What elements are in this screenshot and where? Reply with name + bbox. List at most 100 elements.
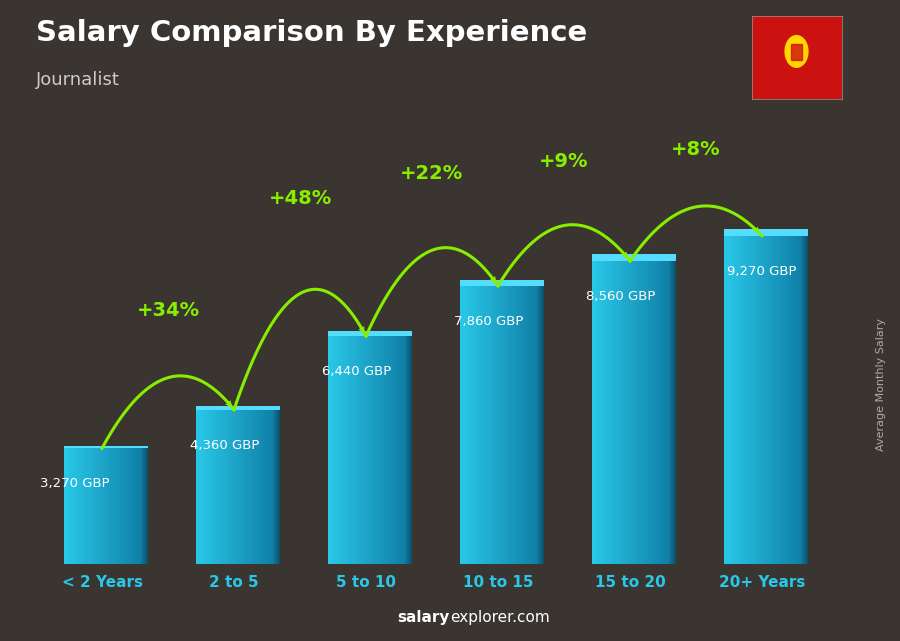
Bar bbox=[640, 261, 642, 564]
Bar bbox=[498, 286, 500, 564]
Bar bbox=[489, 286, 491, 564]
Text: +9%: +9% bbox=[539, 153, 589, 171]
Bar bbox=[198, 410, 200, 564]
Bar bbox=[122, 448, 124, 564]
Bar bbox=[788, 236, 789, 564]
Bar bbox=[657, 261, 658, 564]
Bar bbox=[758, 236, 760, 564]
Bar bbox=[375, 336, 376, 564]
Bar bbox=[725, 236, 726, 564]
Bar bbox=[117, 448, 119, 564]
Bar bbox=[663, 261, 665, 564]
Bar bbox=[625, 261, 626, 564]
Bar bbox=[249, 410, 251, 564]
Text: +34%: +34% bbox=[137, 301, 200, 320]
Bar bbox=[270, 410, 271, 564]
Bar bbox=[250, 410, 252, 564]
Bar bbox=[364, 336, 365, 564]
Bar bbox=[400, 336, 402, 564]
Bar bbox=[256, 410, 257, 564]
Bar bbox=[220, 410, 221, 564]
Bar bbox=[524, 286, 525, 564]
Bar bbox=[215, 410, 216, 564]
Bar bbox=[605, 261, 606, 564]
Bar bbox=[666, 261, 667, 564]
Bar bbox=[766, 236, 768, 564]
Bar bbox=[631, 261, 633, 564]
Bar bbox=[478, 286, 479, 564]
Bar bbox=[209, 410, 210, 564]
Bar bbox=[102, 448, 104, 564]
Bar bbox=[787, 236, 788, 564]
Bar bbox=[724, 229, 808, 236]
Bar bbox=[753, 236, 754, 564]
Bar bbox=[97, 448, 98, 564]
Bar bbox=[203, 410, 205, 564]
Bar bbox=[519, 286, 521, 564]
Circle shape bbox=[785, 36, 808, 67]
Bar bbox=[473, 286, 475, 564]
Bar bbox=[111, 448, 112, 564]
Bar bbox=[756, 236, 757, 564]
Bar bbox=[611, 261, 612, 564]
Bar bbox=[591, 254, 676, 261]
Bar bbox=[204, 410, 206, 564]
Bar bbox=[522, 286, 524, 564]
Bar bbox=[749, 236, 751, 564]
Text: +8%: +8% bbox=[671, 140, 721, 159]
Bar bbox=[385, 336, 387, 564]
Bar bbox=[596, 261, 597, 564]
Bar bbox=[791, 236, 793, 564]
Bar bbox=[86, 448, 87, 564]
Bar bbox=[742, 236, 744, 564]
Text: +22%: +22% bbox=[400, 164, 464, 183]
Bar bbox=[328, 331, 412, 336]
Text: 7,860 GBP: 7,860 GBP bbox=[454, 315, 524, 328]
Bar bbox=[636, 261, 638, 564]
Bar bbox=[509, 286, 511, 564]
Bar bbox=[384, 336, 385, 564]
Bar bbox=[622, 261, 624, 564]
Bar bbox=[643, 261, 644, 564]
Bar bbox=[797, 236, 799, 564]
Bar bbox=[104, 448, 106, 564]
Bar bbox=[328, 336, 329, 564]
Bar bbox=[113, 448, 115, 564]
Bar bbox=[599, 261, 601, 564]
Bar bbox=[219, 410, 220, 564]
Bar bbox=[515, 286, 516, 564]
Bar bbox=[349, 336, 351, 564]
Bar bbox=[116, 448, 118, 564]
Bar bbox=[235, 410, 237, 564]
Bar bbox=[334, 336, 336, 564]
Bar bbox=[535, 286, 536, 564]
Bar bbox=[135, 448, 137, 564]
Bar bbox=[262, 410, 264, 564]
Bar bbox=[788, 236, 790, 564]
Bar bbox=[225, 410, 227, 564]
Bar bbox=[752, 236, 753, 564]
Bar bbox=[500, 286, 502, 564]
Bar bbox=[88, 448, 89, 564]
Bar bbox=[482, 286, 484, 564]
Bar bbox=[228, 410, 230, 564]
Bar bbox=[125, 448, 127, 564]
Bar bbox=[230, 410, 231, 564]
Bar bbox=[386, 336, 388, 564]
Bar bbox=[513, 286, 515, 564]
Polygon shape bbox=[752, 16, 842, 58]
Bar bbox=[763, 236, 765, 564]
Bar bbox=[770, 236, 771, 564]
Bar bbox=[201, 410, 203, 564]
Bar bbox=[476, 286, 478, 564]
Bar bbox=[533, 286, 534, 564]
Bar bbox=[64, 445, 148, 448]
Bar bbox=[651, 261, 652, 564]
Bar bbox=[649, 261, 651, 564]
Bar bbox=[229, 410, 230, 564]
Bar bbox=[482, 286, 483, 564]
Bar bbox=[238, 410, 239, 564]
Bar bbox=[221, 410, 223, 564]
Bar bbox=[642, 261, 643, 564]
Bar bbox=[403, 336, 404, 564]
